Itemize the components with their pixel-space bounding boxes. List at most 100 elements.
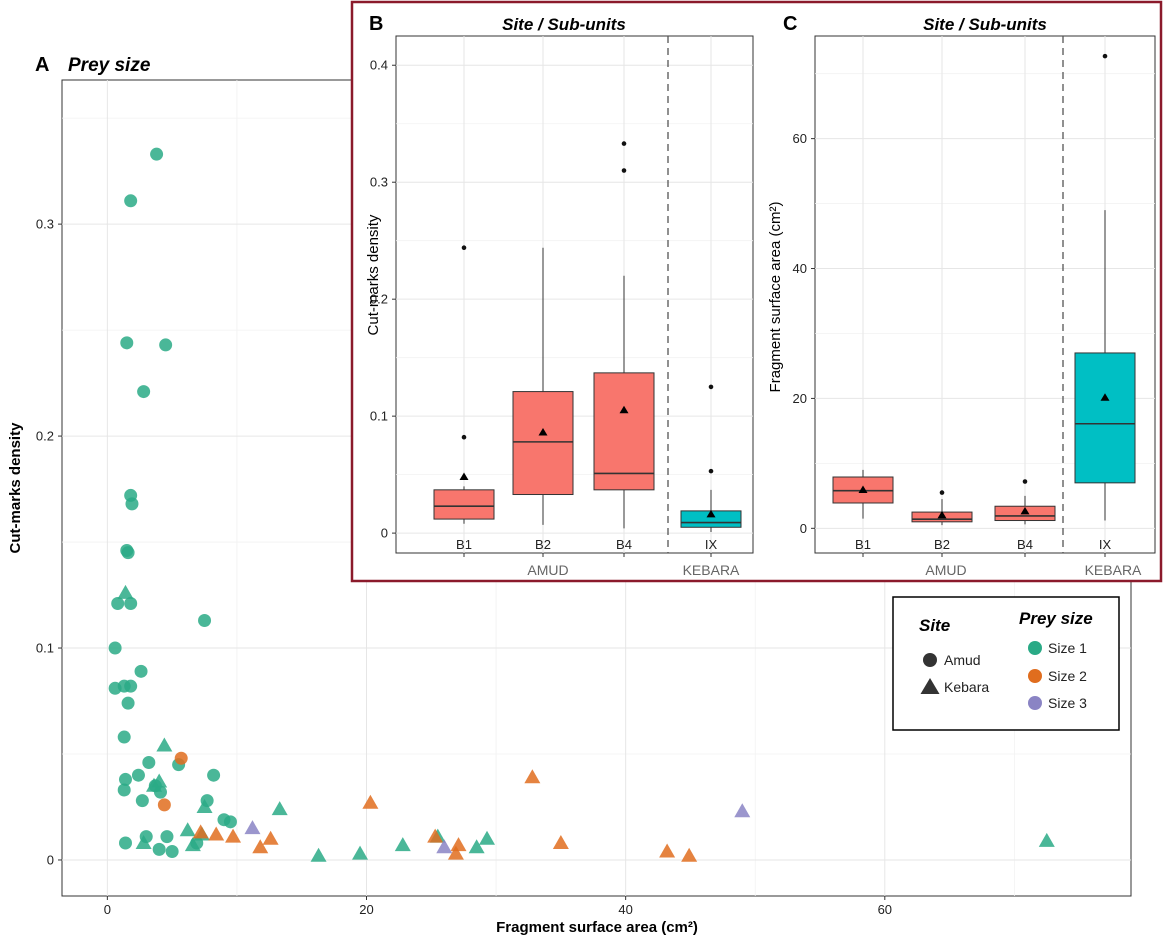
x-tick-label: 0	[104, 902, 111, 917]
scatter-point-kebara-size2	[362, 794, 379, 809]
legend-site-kebara: Kebara	[944, 679, 989, 695]
panel-b-letter: B	[369, 13, 383, 35]
box-outlier-point	[708, 384, 714, 390]
y-tick-label: 0.3	[36, 217, 54, 232]
box-B4	[593, 372, 655, 491]
legend-site-title: Site	[919, 616, 950, 635]
box-IX	[1074, 352, 1136, 484]
panel-b-plot-area	[395, 35, 754, 554]
panel-c-y-axis-label: Fragment surface area (cm²)	[767, 202, 784, 393]
scatter-point-amud-size1	[120, 336, 134, 350]
scatter-point-amud-size1	[118, 772, 132, 786]
y-tick-label: 0.2	[36, 429, 54, 444]
panel-a-letter: A	[35, 54, 49, 76]
scatter-point-amud-size1	[125, 497, 139, 511]
y-tick-label: 0.4	[370, 58, 388, 73]
panel-c-boxplot: C Site / Sub-units 0 20 40 60 B1 B2 B4 IX Fragm…	[767, 13, 1156, 578]
scatter-point-amud-size1	[160, 830, 174, 844]
box-outlier-point	[621, 168, 627, 173]
panel-a-x-axis-label: Fragment surface area (cm²)	[496, 919, 698, 936]
box-outlier-point	[461, 434, 467, 440]
legend-size-1: Size 1	[1048, 640, 1087, 656]
x-tick-label: B2	[535, 537, 551, 552]
panel-b-group-amud: AMUD	[527, 562, 568, 578]
scatter-point-kebara-size1	[468, 839, 485, 854]
scatter-point-amud-size1	[137, 385, 151, 399]
scatter-point-kebara-size2	[192, 824, 209, 839]
panel-c-group-kebara: KEBARA	[1085, 562, 1142, 578]
scatter-point-amud-size1	[142, 755, 156, 769]
scatter-point-amud-size1	[207, 768, 221, 782]
scatter-point-kebara-size2	[552, 835, 569, 850]
y-tick-label: 40	[793, 261, 807, 276]
box-outlier-point	[708, 468, 714, 474]
legend-size-3: Size 3	[1048, 695, 1087, 711]
scatter-point-kebara-size2	[252, 839, 269, 854]
scatter-point-kebara-size3	[244, 820, 261, 835]
panel-b-boxplot: B Site / Sub-units 0 0.1 0.2 0.3 0.4 B1 B2 B4 IX…	[365, 13, 754, 578]
scatter-point-kebara-size1	[352, 845, 369, 860]
y-tick-label: 20	[793, 391, 807, 406]
scatter-point-kebara-size1	[310, 847, 327, 862]
scatter-point-kebara-size1	[135, 835, 152, 850]
x-tick-label: B2	[934, 537, 950, 552]
panel-b-group-kebara: KEBARA	[683, 562, 740, 578]
scatter-point-amud-size1	[124, 597, 138, 611]
scatter-point-kebara-size1	[117, 584, 134, 599]
scatter-point-amud-size1	[108, 641, 122, 655]
panel-a-title: Prey size	[68, 55, 151, 76]
scatter-point-kebara-size2	[427, 828, 444, 843]
box-mean-marker	[1020, 506, 1030, 515]
scatter-point-amud-size1	[124, 194, 138, 208]
panel-b-boxes	[433, 36, 742, 553]
scatter-point-amud-size1	[159, 338, 173, 352]
scatter-point-kebara-size1	[196, 798, 213, 813]
scatter-point-amud-size1	[131, 768, 145, 782]
x-tick-label: IX	[705, 537, 718, 552]
panel-c-boxes	[832, 36, 1136, 553]
scatter-point-amud-size1	[165, 844, 179, 858]
x-tick-label: 60	[878, 902, 892, 917]
y-tick-label: 0.2	[370, 292, 388, 307]
legend-size-2: Size 2	[1048, 668, 1087, 684]
x-tick-label: 40	[618, 902, 632, 917]
scatter-point-amud-size1	[152, 842, 166, 856]
y-tick-label: 0.1	[36, 641, 54, 656]
x-tick-label: B4	[1017, 537, 1033, 552]
scatter-point-amud-size1	[117, 730, 131, 744]
panel-b-title: Site / Sub-units	[502, 15, 626, 34]
y-tick-label: 0	[47, 852, 54, 867]
legend-size1-swatch	[1028, 641, 1042, 655]
scatter-point-kebara-size2	[447, 845, 464, 860]
scatter-point-kebara-size1	[179, 822, 196, 837]
scatter-point-amud-size1	[124, 679, 138, 693]
scatter-point-kebara-size1	[184, 837, 201, 852]
scatter-point-kebara-size2	[450, 837, 467, 852]
panel-c-letter: C	[783, 13, 797, 35]
scatter-point-kebara-size1	[145, 777, 162, 792]
legend-size3-swatch	[1028, 696, 1042, 710]
scatter-point-amud-size2	[174, 751, 188, 765]
scatter-point-kebara-size2	[659, 843, 676, 858]
box-outlier-point	[1102, 53, 1108, 59]
scatter-point-amud-size1	[223, 815, 237, 829]
panel-a-points	[108, 147, 1055, 862]
x-tick-label: IX	[1099, 537, 1112, 552]
box-B1	[433, 489, 495, 520]
box-outlier-point	[1022, 479, 1028, 484]
scatter-point-kebara-size2	[262, 830, 279, 845]
scatter-point-amud-size1	[117, 783, 131, 797]
x-tick-label: B1	[855, 537, 871, 552]
scatter-point-amud-size2	[157, 798, 171, 812]
box-outlier-point	[939, 490, 945, 495]
y-tick-label: 0	[381, 526, 388, 541]
scatter-point-kebara-size1	[271, 801, 288, 816]
legend: Site Amud Kebara Prey size Size 1 Size 2…	[892, 596, 1120, 731]
scatter-point-amud-size1	[135, 794, 149, 808]
scatter-point-kebara-size1	[479, 830, 496, 845]
inset-panels: B Site / Sub-units 0 0.1 0.2 0.3 0.4 B1 B2 B4 IX…	[350, 0, 1163, 583]
scatter-point-kebara-size2	[681, 847, 698, 862]
box-mean-marker	[858, 485, 868, 493]
scatter-point-kebara-size1	[1038, 832, 1055, 847]
x-tick-label: 20	[359, 902, 373, 917]
